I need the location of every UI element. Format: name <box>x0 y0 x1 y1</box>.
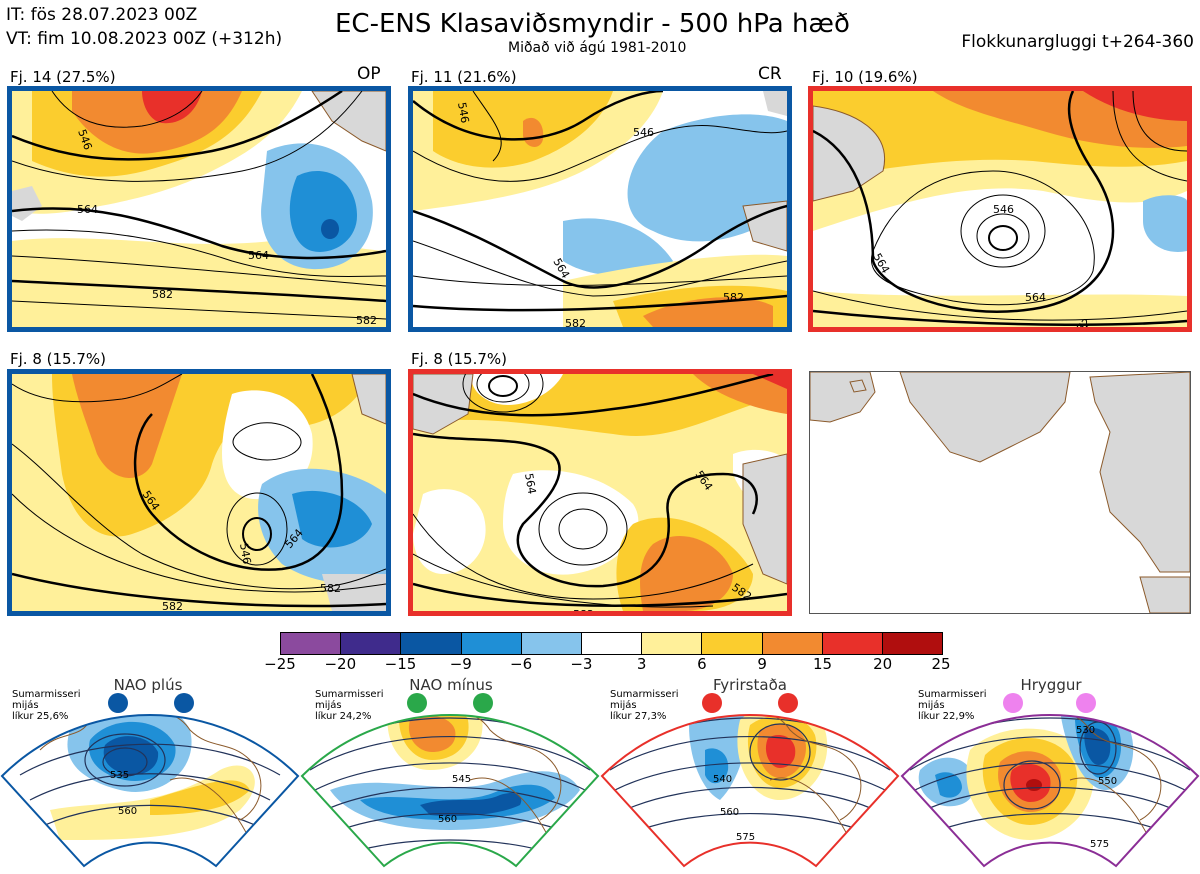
colorbar-tick: −3 <box>570 655 593 673</box>
regime-3-contour-label-575: 575 <box>736 832 755 843</box>
regime-4-note: Sumarmisseri mijás líkur 22,9% <box>918 689 987 722</box>
panel-2-label: Fj. 11 (21.6%) <box>411 68 517 86</box>
regime-2-note: Sumarmisseri mijás líkur 24,2% <box>315 689 384 722</box>
panel-1-tag: OP <box>357 64 381 84</box>
panel-1-label: Fj. 14 (27.5%) <box>10 68 116 86</box>
panel-4-map: 546 564 564 582 582 <box>7 369 391 616</box>
panel-2-contour-label-582-a: 582 <box>565 317 586 327</box>
colorbar-swatch <box>822 633 883 654</box>
regime-3-note: Sumarmisseri mijás líkur 27,3% <box>610 689 679 722</box>
valid-time: VT: fim 10.08.2023 00Z (+312h) <box>6 29 283 49</box>
colorbar-tick: −6 <box>510 655 533 673</box>
regime-1-contour-label-535: 535 <box>110 770 129 781</box>
panel-5-contour-label-582-b: 582 <box>573 608 594 611</box>
panel-1-map: 546 564 564 582 582 <box>7 86 391 332</box>
colorbar-tick: 6 <box>697 655 707 673</box>
panel-3-contour-label-546: 546 <box>993 203 1014 216</box>
classification-window: Flokkunargluggi t+264-360 <box>961 32 1194 52</box>
regime-1-contour-label-560: 560 <box>118 806 137 817</box>
colorbar-swatch <box>702 633 763 654</box>
regime-3-title: Fyrirstaða <box>713 676 787 694</box>
regime-2-map: 545 560 575 <box>300 690 600 870</box>
panel-2-contour-label-582-b: 582 <box>723 291 744 304</box>
panel-5-map: 564 564 582 582 <box>408 369 792 616</box>
colorbar-tick: −9 <box>449 655 472 673</box>
panel-3-contour-label-582: 582 <box>1069 316 1093 327</box>
regime-2-contour-label-575: 575 <box>448 850 467 861</box>
colorbar <box>280 632 943 655</box>
panel-1-contour-label-564-a: 564 <box>77 203 98 216</box>
regime-3-map: 540 560 575 <box>600 690 900 870</box>
regime-1-marker <box>174 693 194 713</box>
colorbar-swatch <box>882 633 943 654</box>
init-time: IT: fös 28.07.2023 00Z <box>6 5 198 25</box>
regime-1-note: Sumarmisseri mijás líkur 25,6% <box>12 689 81 722</box>
panel-4-label: Fj. 8 (15.7%) <box>10 350 106 368</box>
colorbar-swatch <box>341 633 402 654</box>
colorbar-swatch <box>642 633 703 654</box>
panel-4-contour-label-582-b: 582 <box>320 582 341 595</box>
reference-map <box>809 371 1191 614</box>
regime-4-contour-label-575: 575 <box>1090 839 1109 850</box>
panel-3-contour-label-564-b: 564 <box>1025 291 1046 304</box>
panel-4-contour-label-582-a: 582 <box>162 600 183 611</box>
regime-4-contour-label-550: 550 <box>1098 776 1117 787</box>
panel-2-tag: CR <box>758 64 782 84</box>
panel-4-contour-label-546: 546 <box>237 542 253 565</box>
regime-2-marker <box>473 693 493 713</box>
colorbar-swatch <box>461 633 522 654</box>
colorbar-tick: 25 <box>931 655 951 673</box>
colorbar-swatch <box>281 633 342 654</box>
regime-2-contour-label-545: 545 <box>452 774 471 785</box>
colorbar-swatch <box>521 633 582 654</box>
regime-2-contour-label-560: 560 <box>438 814 457 825</box>
colorbar-tick: −25 <box>264 655 296 673</box>
colorbar-tick: 15 <box>812 655 833 673</box>
colorbar-tick: 3 <box>636 655 647 673</box>
regime-4-marker <box>1003 693 1023 713</box>
regime-4-map: 530 550 575 <box>900 690 1200 870</box>
regime-3-marker <box>702 693 722 713</box>
regime-3-marker <box>778 693 798 713</box>
panel-2-contour-label-546-a: 546 <box>455 101 471 124</box>
panel-2-map: 546 546 564 582 582 <box>408 86 792 332</box>
colorbar-swatch <box>581 633 643 654</box>
regime-4-marker <box>1076 693 1096 713</box>
panel-1-contour-label-582-b: 582 <box>356 314 377 327</box>
regime-4-title: Hryggur <box>1020 676 1082 694</box>
regime-2-marker <box>407 693 427 713</box>
panel-3-map: 546 564 564 582 <box>808 86 1192 332</box>
colorbar-ticks: −25 −20 −15 −9 −6 −3 3 6 9 15 20 25 <box>264 655 950 673</box>
regime-4-contour-label-530: 530 <box>1076 725 1095 736</box>
page-subtitle: Miðað við ágú 1981-2010 <box>508 40 687 56</box>
panel-3-label: Fj. 10 (19.6%) <box>812 68 918 86</box>
panel-1-contour-label-582-a: 582 <box>152 288 173 301</box>
regime-1-map: 535 560 <box>0 690 300 870</box>
panel-2-contour-label-546-b: 546 <box>633 126 654 139</box>
regime-3-contour-label-540: 540 <box>713 774 732 785</box>
panel-5-label: Fj. 8 (15.7%) <box>411 350 507 368</box>
regime-3-contour-label-560: 560 <box>720 807 739 818</box>
colorbar-swatch <box>401 633 462 654</box>
panel-1-contour-label-564-b: 564 <box>248 249 269 262</box>
colorbar-tick: 20 <box>873 655 893 673</box>
colorbar-tick: 9 <box>757 655 767 673</box>
colorbar-swatch <box>762 633 823 654</box>
panel-5-contour-label-564-a: 564 <box>522 472 538 495</box>
regime-1-title: NAO plús <box>113 676 183 694</box>
regime-1-marker <box>108 693 128 713</box>
colorbar-tick: −20 <box>324 655 357 673</box>
colorbar-tick: −15 <box>384 655 417 673</box>
regime-2-title: NAO mínus <box>409 676 493 694</box>
page-title: EC-ENS Klasaviðsmyndir - 500 hPa hæð <box>335 9 850 39</box>
